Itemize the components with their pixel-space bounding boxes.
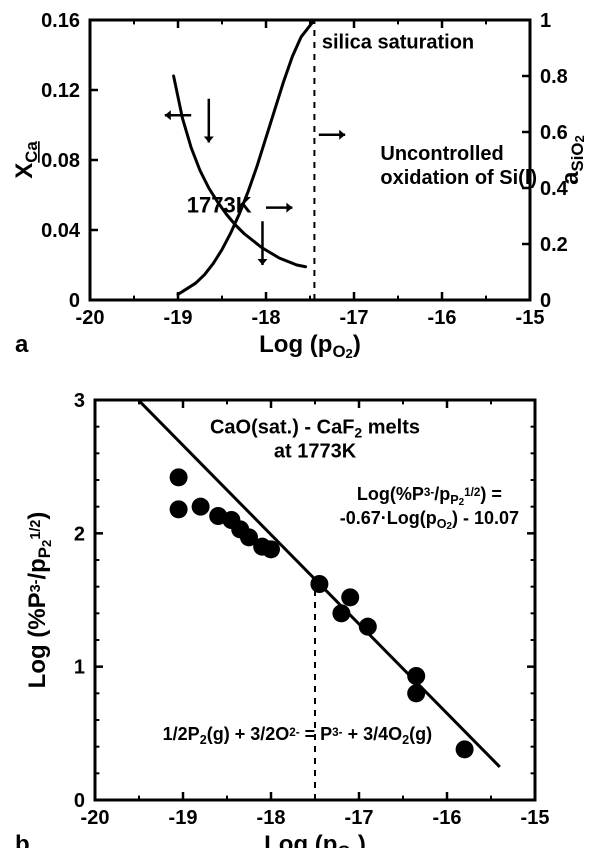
svg-text:0: 0 bbox=[540, 290, 551, 312]
svg-text:-18: -18 bbox=[257, 807, 286, 829]
svg-text:oxidation of Si(l): oxidation of Si(l) bbox=[380, 167, 537, 189]
svg-text:Log (pO2): Log (pO2) bbox=[264, 831, 366, 848]
svg-text:-0.67·Log(pO2) - 10.07: -0.67·Log(pO2) - 10.07 bbox=[340, 508, 519, 532]
svg-text:0.2: 0.2 bbox=[540, 234, 568, 256]
svg-text:Log (pO2): Log (pO2) bbox=[259, 331, 361, 361]
svg-text:0.08: 0.08 bbox=[41, 150, 80, 172]
svg-text:b: b bbox=[15, 831, 30, 848]
svg-text:0.8: 0.8 bbox=[540, 66, 568, 88]
svg-text:0: 0 bbox=[69, 290, 80, 312]
svg-text:-19: -19 bbox=[164, 307, 193, 329]
svg-text:silica saturation: silica saturation bbox=[322, 31, 474, 53]
svg-text:2: 2 bbox=[74, 523, 85, 545]
svg-text:-16: -16 bbox=[433, 807, 462, 829]
svg-text:a: a bbox=[15, 331, 29, 358]
chart-svg: -20-19-18-17-16-1500.040.080.120.1600.20… bbox=[0, 0, 600, 848]
svg-text:XCa: XCa bbox=[11, 141, 41, 179]
svg-text:Log (%P3-/pP21/2): Log (%P3-/pP21/2) bbox=[24, 512, 54, 689]
svg-text:0.04: 0.04 bbox=[41, 220, 81, 242]
svg-text:0: 0 bbox=[74, 790, 85, 812]
svg-text:3: 3 bbox=[74, 390, 85, 412]
svg-text:1773K: 1773K bbox=[187, 193, 252, 218]
svg-text:Log(%P3-/pP21/2) =: Log(%P3-/pP21/2) = bbox=[357, 484, 502, 508]
svg-text:-19: -19 bbox=[169, 807, 198, 829]
svg-text:at 1773K: at 1773K bbox=[274, 440, 357, 462]
svg-text:1: 1 bbox=[540, 10, 551, 32]
svg-text:Uncontrolled: Uncontrolled bbox=[380, 143, 503, 165]
svg-text:-18: -18 bbox=[252, 307, 281, 329]
svg-text:0.16: 0.16 bbox=[41, 10, 80, 32]
svg-text:1/2P2(g) + 3/2O2- = P3- + 3/4O: 1/2P2(g) + 3/2O2- = P3- + 3/4O2(g) bbox=[163, 724, 432, 747]
svg-text:0.12: 0.12 bbox=[41, 80, 80, 102]
svg-text:-15: -15 bbox=[521, 807, 550, 829]
svg-text:CaO(sat.) - CaF2 melts: CaO(sat.) - CaF2 melts bbox=[210, 416, 420, 440]
svg-text:-16: -16 bbox=[428, 307, 457, 329]
svg-text:-17: -17 bbox=[345, 807, 374, 829]
figure-container: -20-19-18-17-16-1500.040.080.120.1600.20… bbox=[0, 0, 600, 848]
svg-text:0.6: 0.6 bbox=[540, 122, 568, 144]
svg-text:1: 1 bbox=[74, 657, 85, 679]
svg-text:-17: -17 bbox=[340, 307, 369, 329]
